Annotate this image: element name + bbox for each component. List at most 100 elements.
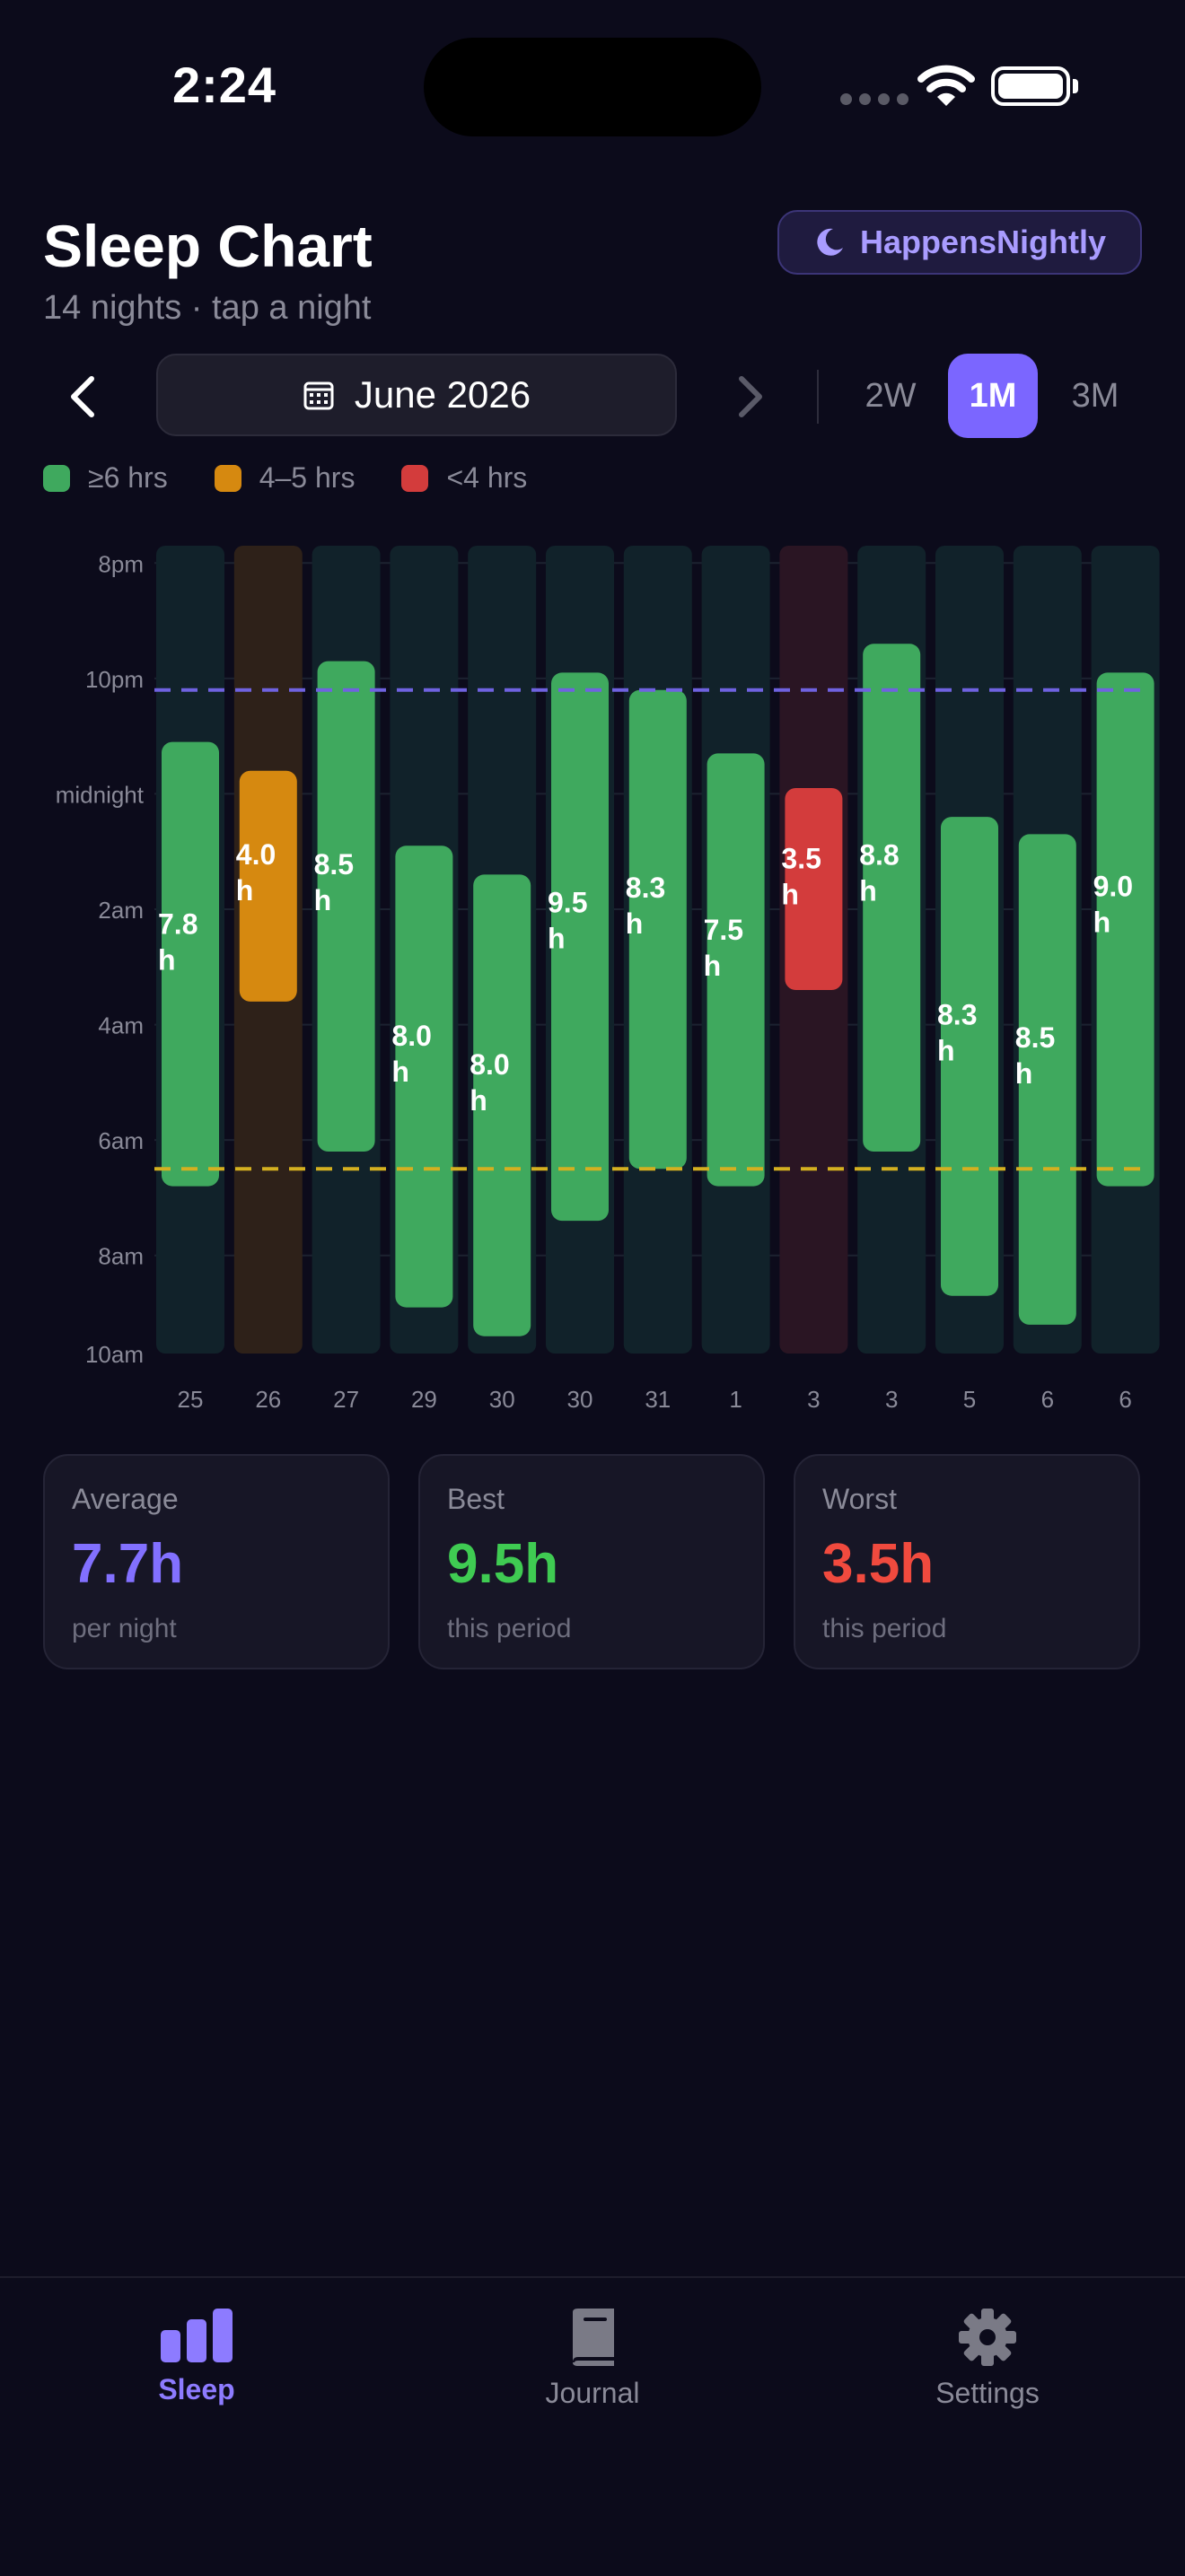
- bar-value-label: h: [704, 950, 722, 982]
- x-tick-label: 30: [567, 1386, 593, 1409]
- bar-value-label: 8.3: [937, 999, 977, 1031]
- bar-value-label: 7.8: [158, 907, 198, 940]
- bar-value-label: 3.5: [781, 843, 821, 875]
- sleep-bar: [863, 644, 921, 1152]
- bar-value-label: 8.3: [626, 872, 665, 904]
- month-selector[interactable]: June 2026: [156, 354, 677, 436]
- battery-nub: [1073, 79, 1078, 93]
- x-tick-label: 31: [645, 1386, 671, 1409]
- status-time: 2:24: [171, 57, 277, 113]
- stat-value: 3.5h: [822, 1533, 935, 1595]
- legend-swatch: [401, 464, 429, 492]
- range-3m-button[interactable]: 3M: [1071, 376, 1119, 415]
- page-title: Sleep Chart: [43, 213, 373, 279]
- tab-label: Sleep: [158, 2373, 235, 2405]
- x-tick-label: 30: [489, 1386, 515, 1409]
- legend-item-good: ≥6 hrs: [43, 461, 168, 495]
- bar-value-label: h: [158, 943, 176, 976]
- legend-swatch: [43, 464, 70, 492]
- stat-caption: this period: [822, 1614, 947, 1643]
- legend-item-poor: <4 hrs: [401, 461, 527, 495]
- bar-value-label: 8.8: [859, 839, 899, 872]
- range-2w-button[interactable]: 2W: [865, 376, 917, 415]
- bar-value-label: h: [1093, 907, 1111, 939]
- tab-label: Journal: [545, 2377, 640, 2409]
- stat-label: Best: [447, 1483, 505, 1515]
- y-tick-label: 10pm: [85, 666, 144, 693]
- sleep-bar: [317, 661, 375, 1152]
- tab-settings[interactable]: Settings: [871, 2307, 1104, 2410]
- calendar-icon: [303, 381, 334, 410]
- y-tick-label: 8am: [98, 1243, 144, 1270]
- brand-badge[interactable]: HappensNightly: [777, 210, 1142, 275]
- bar-value-label: h: [314, 884, 332, 916]
- stat-caption: this period: [447, 1614, 572, 1643]
- sleep-bar: [628, 689, 687, 1170]
- stat-caption: per night: [72, 1614, 177, 1643]
- sleep-bar: [551, 672, 609, 1222]
- bar-value-label: 4.0: [236, 838, 276, 871]
- month-label: June 2026: [354, 373, 531, 416]
- legend-swatch: [214, 464, 241, 492]
- stat-value: 9.5h: [447, 1533, 559, 1595]
- sleep-bar: [239, 770, 297, 1002]
- legend-item-fair: 4–5 hrs: [214, 461, 355, 495]
- bar-value-label: h: [859, 875, 877, 907]
- x-tick-label: 29: [411, 1386, 437, 1409]
- stat-label: Worst: [822, 1483, 897, 1515]
- x-tick-label: 3: [885, 1386, 898, 1409]
- bar-value-label: 8.5: [1015, 1021, 1055, 1054]
- bar-value-label: h: [781, 879, 799, 911]
- page-subtitle: 14 nights · tap a night: [43, 289, 372, 327]
- tab-label: Settings: [935, 2377, 1040, 2409]
- moon-icon: [817, 228, 843, 256]
- brand-name: HappensNightly: [859, 223, 1107, 260]
- range-1m-button[interactable]: 1M: [948, 354, 1038, 438]
- sleep-bar: [1018, 834, 1076, 1325]
- sleep-bar: [1096, 672, 1154, 1187]
- y-tick-label: 8pm: [98, 550, 144, 577]
- tab-sleep[interactable]: Sleep: [80, 2307, 313, 2406]
- stat-card-average: Average 7.7h per night: [43, 1454, 390, 1669]
- bar-value-label: 7.5: [704, 914, 743, 946]
- stat-label: Average: [72, 1483, 179, 1515]
- sleep-bar: [785, 788, 843, 990]
- x-tick-label: 25: [178, 1386, 204, 1409]
- bar-value-label: h: [470, 1084, 487, 1117]
- sleep-bar: [473, 874, 531, 1336]
- bar-value-label: 8.5: [314, 848, 354, 881]
- sleep-bar: [395, 846, 453, 1308]
- gear-icon: [959, 2309, 1016, 2366]
- tab-journal[interactable]: Journal: [476, 2307, 709, 2410]
- stat-value: 7.7h: [72, 1533, 184, 1595]
- chart-legend: ≥6 hrs 4–5 hrs <4 hrs: [43, 461, 527, 495]
- x-tick-label: 1: [729, 1386, 742, 1409]
- cellular-signal-icon: [840, 93, 908, 105]
- sleep-bar: [707, 753, 765, 1187]
- y-tick-label: 2am: [98, 897, 144, 924]
- sleep-chart: 8pm10pmmidnight2am4am6am8am10am7.8h254.0…: [56, 546, 1160, 1409]
- next-month-button[interactable]: [727, 372, 772, 422]
- y-tick-label: 10am: [85, 1341, 144, 1368]
- bar-value-label: h: [1015, 1057, 1033, 1090]
- bar-chart-icon: [161, 2309, 233, 2362]
- wifi-icon: [917, 65, 975, 106]
- sleep-bar: [162, 741, 219, 1187]
- sleep-bar: [941, 817, 998, 1296]
- bar-value-label: h: [548, 922, 566, 954]
- book-icon: [573, 2309, 614, 2366]
- y-tick-label: midnight: [56, 781, 145, 808]
- bar-value-label: h: [626, 907, 644, 940]
- x-tick-label: 3: [807, 1386, 820, 1409]
- bar-value-label: 9.0: [1093, 871, 1133, 903]
- bar-value-label: 8.0: [391, 1020, 431, 1052]
- x-tick-label: 26: [255, 1386, 281, 1409]
- stat-card-worst: Worst 3.5h this period: [794, 1454, 1140, 1669]
- bar-value-label: h: [391, 1056, 409, 1088]
- previous-month-button[interactable]: [61, 372, 106, 422]
- bar-value-label: h: [236, 874, 254, 907]
- dynamic-island: [424, 38, 761, 136]
- nav-divider: [817, 370, 819, 424]
- x-tick-label: 6: [1041, 1386, 1054, 1409]
- stat-card-best: Best 9.5h this period: [418, 1454, 765, 1669]
